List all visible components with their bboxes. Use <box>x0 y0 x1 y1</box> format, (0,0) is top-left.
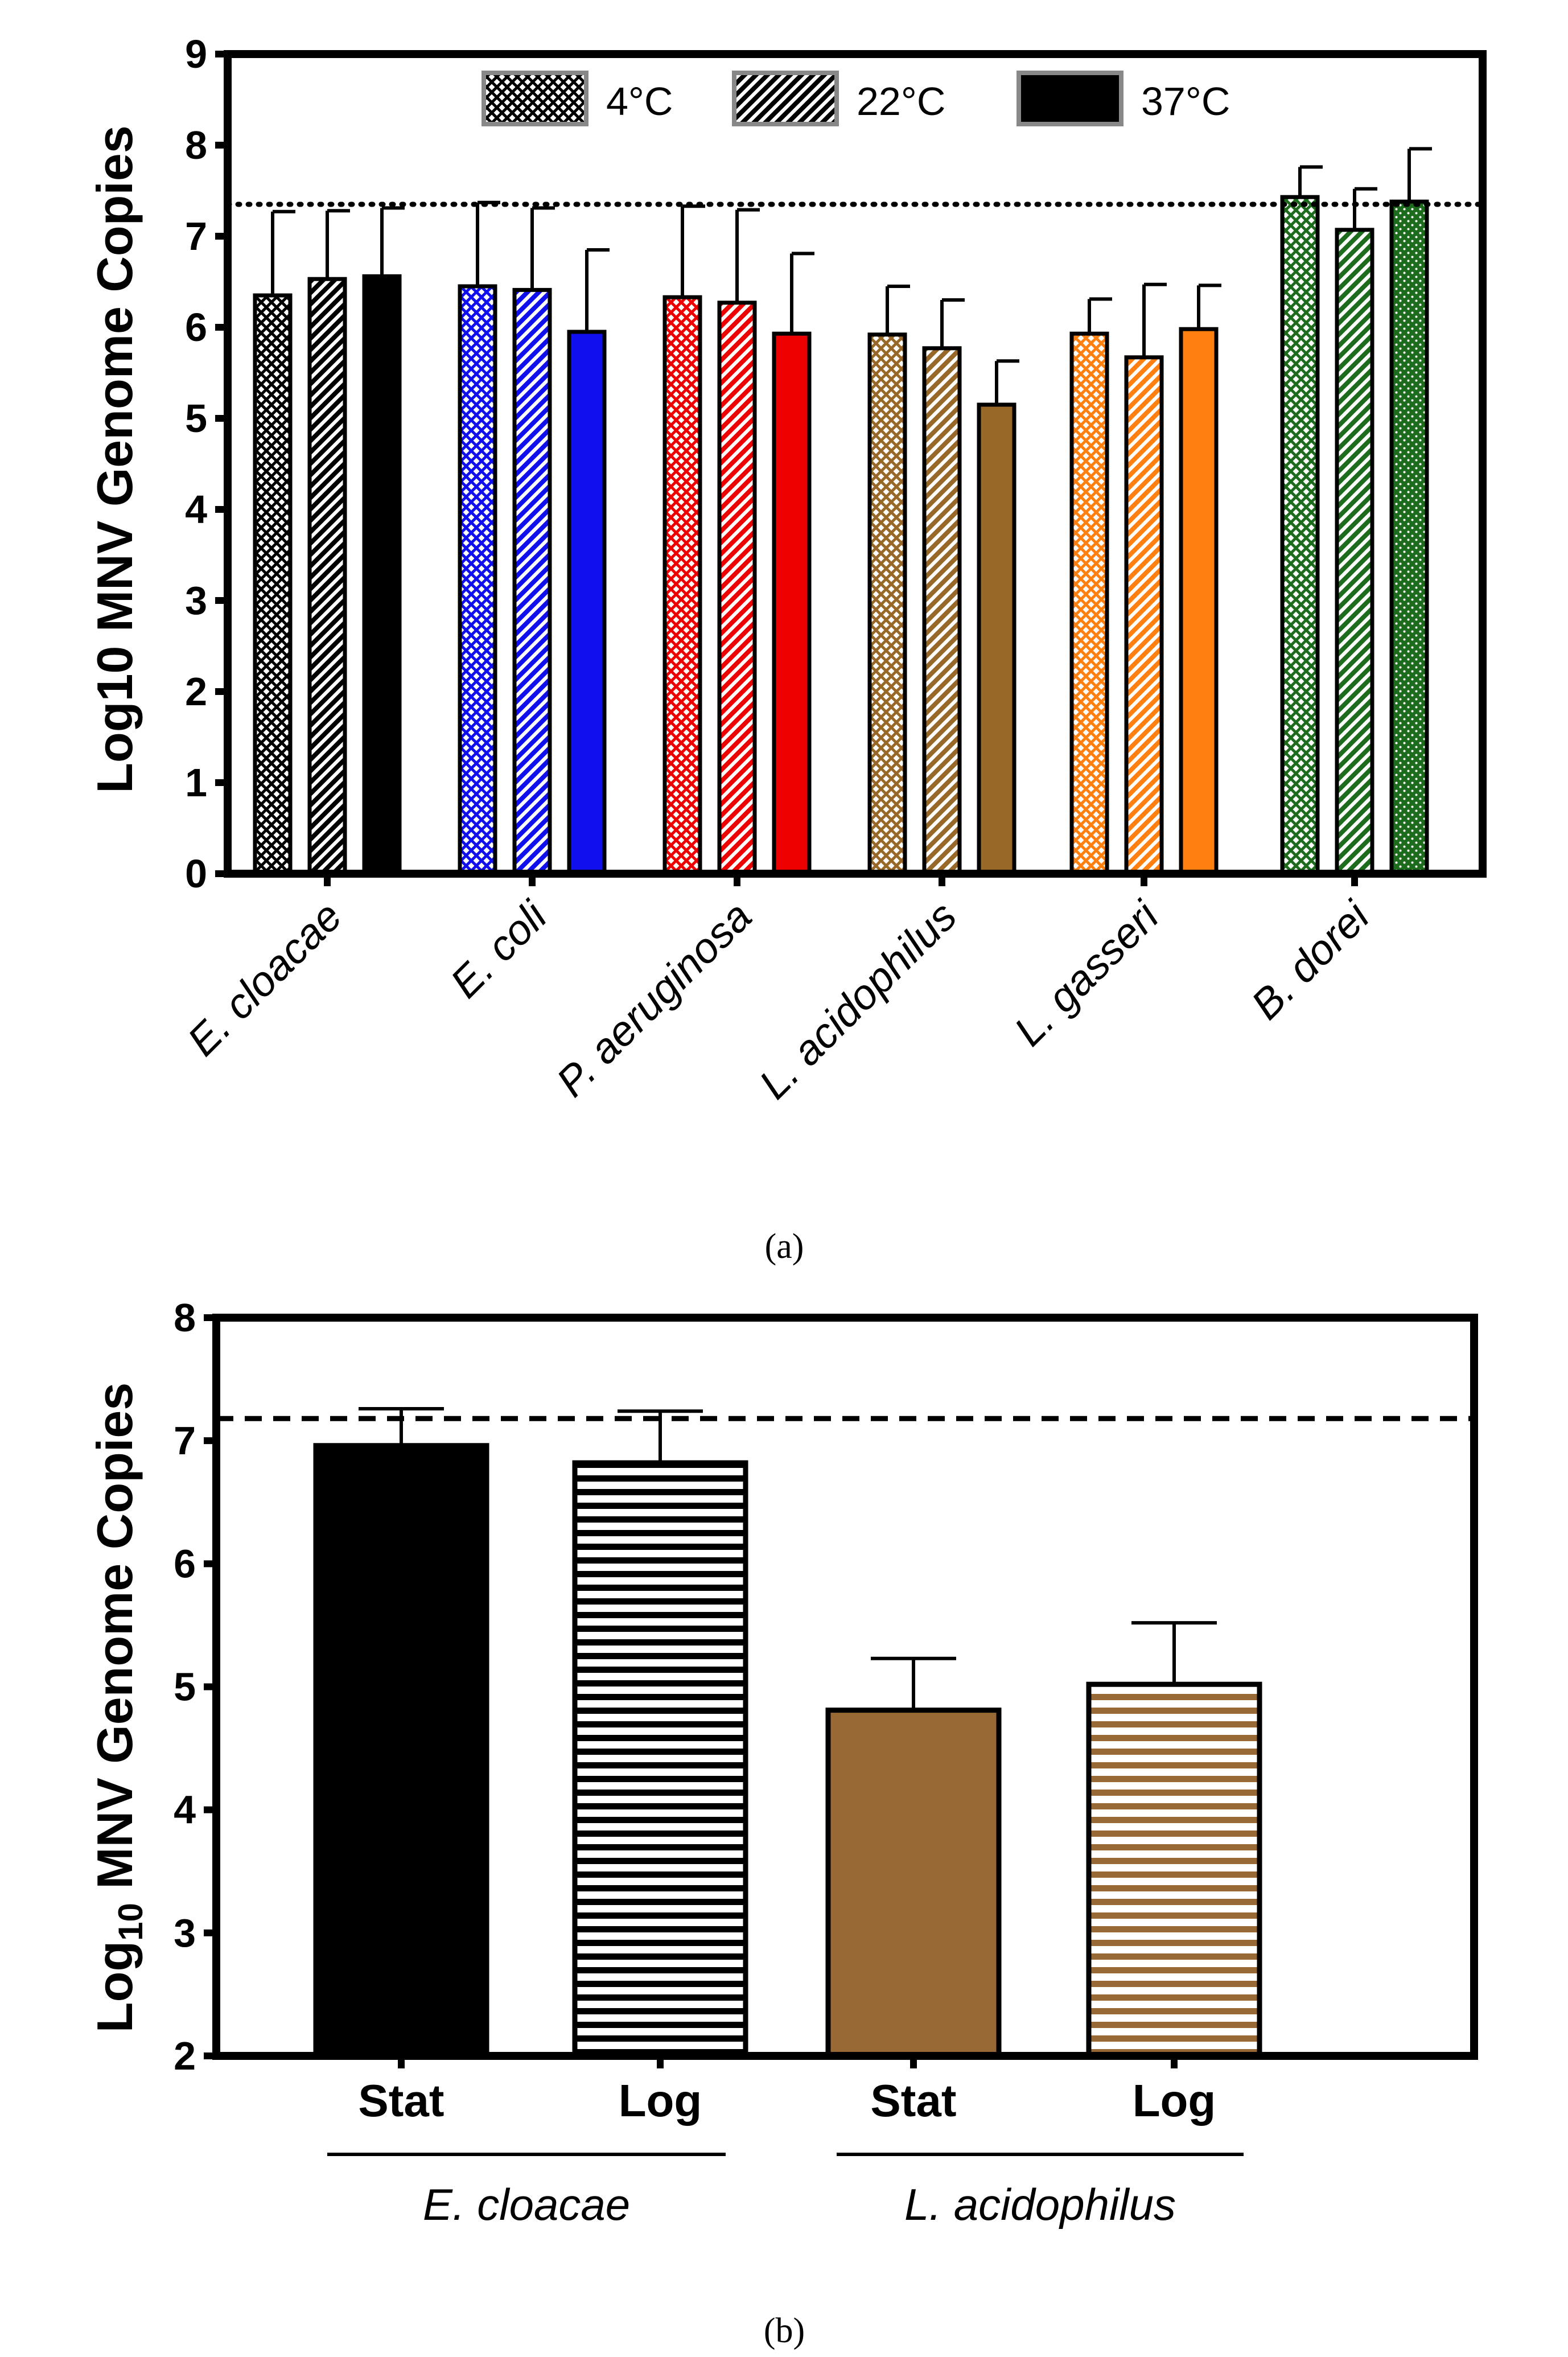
group-label-l-acidophilus: L. acidophilus <box>904 2179 1176 2230</box>
bar-p-aeruginosa-22-c <box>717 301 757 876</box>
figure-caption-a: (a) <box>765 1227 804 1266</box>
figure-caption-b: (b) <box>764 2311 805 2350</box>
y-axis-label-subscript: 10 <box>112 1903 150 1941</box>
y-axis-label-suffix: MNV Genome Copies <box>87 1383 143 1903</box>
x-tick-label-log: Log <box>1133 2075 1216 2126</box>
bar-l-gasseri-4-c <box>1069 331 1109 876</box>
legend-swatch-4-c <box>481 71 588 126</box>
legend-label-37-c: 37°C <box>1141 79 1230 124</box>
bar-b-dorei-4-c <box>1280 195 1320 876</box>
bar-e-coli-37-c <box>567 330 607 876</box>
x-tick-label-stat: Stat <box>358 2075 444 2126</box>
bar-e-cloacae-22-c <box>307 277 347 876</box>
group-label-e-cloacae: E. cloacae <box>423 2179 630 2230</box>
x-tick-label-stat: Stat <box>870 2075 956 2126</box>
bar-b-dorei-37-c <box>1389 199 1429 876</box>
y-tick-label: 8 <box>174 1295 196 1340</box>
y-tick-label: 3 <box>174 1911 196 1955</box>
bar-p-aeruginosa-37-c <box>772 331 812 876</box>
bar-e-coli-4-c <box>458 284 497 876</box>
y-tick-label: 7 <box>185 214 207 258</box>
bar-e-cloacae-stat <box>313 1443 489 2059</box>
bar-l-acidophilus-stat <box>825 1708 1002 2059</box>
x-tick-label-e-coli: E. coli <box>441 891 557 1007</box>
legend-label-4-c: 4°C <box>606 79 673 124</box>
y-tick-label: 9 <box>185 32 207 76</box>
y-axis-label-prefix: Log <box>87 1941 143 2033</box>
x-tick-label-e-cloacae: E. cloacae <box>178 892 351 1065</box>
x-tick-label-b-dorei: B. dorei <box>1242 891 1379 1029</box>
bar-e-cloacae-4-c <box>253 293 293 876</box>
y-tick-label: 5 <box>185 396 207 441</box>
panel-b-chart: 2 3 4 5 6 7 8 Stat Log Stat Log E. cloacae L. acid… <box>87 1295 1478 2350</box>
y-tick-label: 4 <box>174 1788 196 1832</box>
y-tick-label: 8 <box>185 123 207 167</box>
y-axis-label: Log10 MNV Genome Copies <box>87 125 143 793</box>
bar-e-cloacae-log <box>572 1460 748 2059</box>
x-tick-label-log: Log <box>619 2075 702 2126</box>
x-tick-label-l-gasseri: L. gasseri <box>1005 891 1168 1055</box>
bar-l-acidophilus-4-c <box>867 332 907 876</box>
y-tick-label: 2 <box>174 2034 196 2078</box>
bar-e-coli-22-c <box>512 287 552 876</box>
y-axis-label: Log10 MNV Genome Copies <box>87 1383 150 2033</box>
y-tick-label: 0 <box>185 852 207 896</box>
legend: 4°C 22°C 37°C <box>481 71 1230 126</box>
bar-p-aeruginosa-4-c <box>662 295 702 876</box>
bar-l-gasseri-37-c <box>1179 327 1219 876</box>
y-tick-label: 4 <box>185 487 207 532</box>
bar-l-acidophilus-log <box>1086 1681 1262 2059</box>
y-tick-label: 6 <box>174 1541 196 1586</box>
y-tick-label: 2 <box>185 669 207 714</box>
legend-label-22-c: 22°C <box>857 79 945 124</box>
bar-e-cloacae-37-c <box>362 274 402 876</box>
bar-l-acidophilus-37-c <box>977 402 1016 876</box>
plot-frame <box>224 50 1487 878</box>
y-tick-label: 7 <box>174 1418 196 1463</box>
legend-swatch-22-c <box>732 71 839 126</box>
bar-l-gasseri-22-c <box>1124 355 1164 876</box>
x-tick-label-p-aeruginosa: P. aeruginosa <box>547 892 760 1106</box>
x-tick-label-l-acidophilus: L. acidophilus <box>750 892 966 1108</box>
bar-b-dorei-22-c <box>1335 228 1374 876</box>
y-tick-label: 3 <box>185 578 207 623</box>
y-tick-label: 1 <box>185 760 207 805</box>
y-tick-label: 6 <box>185 305 207 349</box>
legend-swatch-37-c <box>1016 71 1123 126</box>
y-tick-label: 5 <box>174 1665 196 1709</box>
bar-l-acidophilus-22-c <box>922 346 962 876</box>
